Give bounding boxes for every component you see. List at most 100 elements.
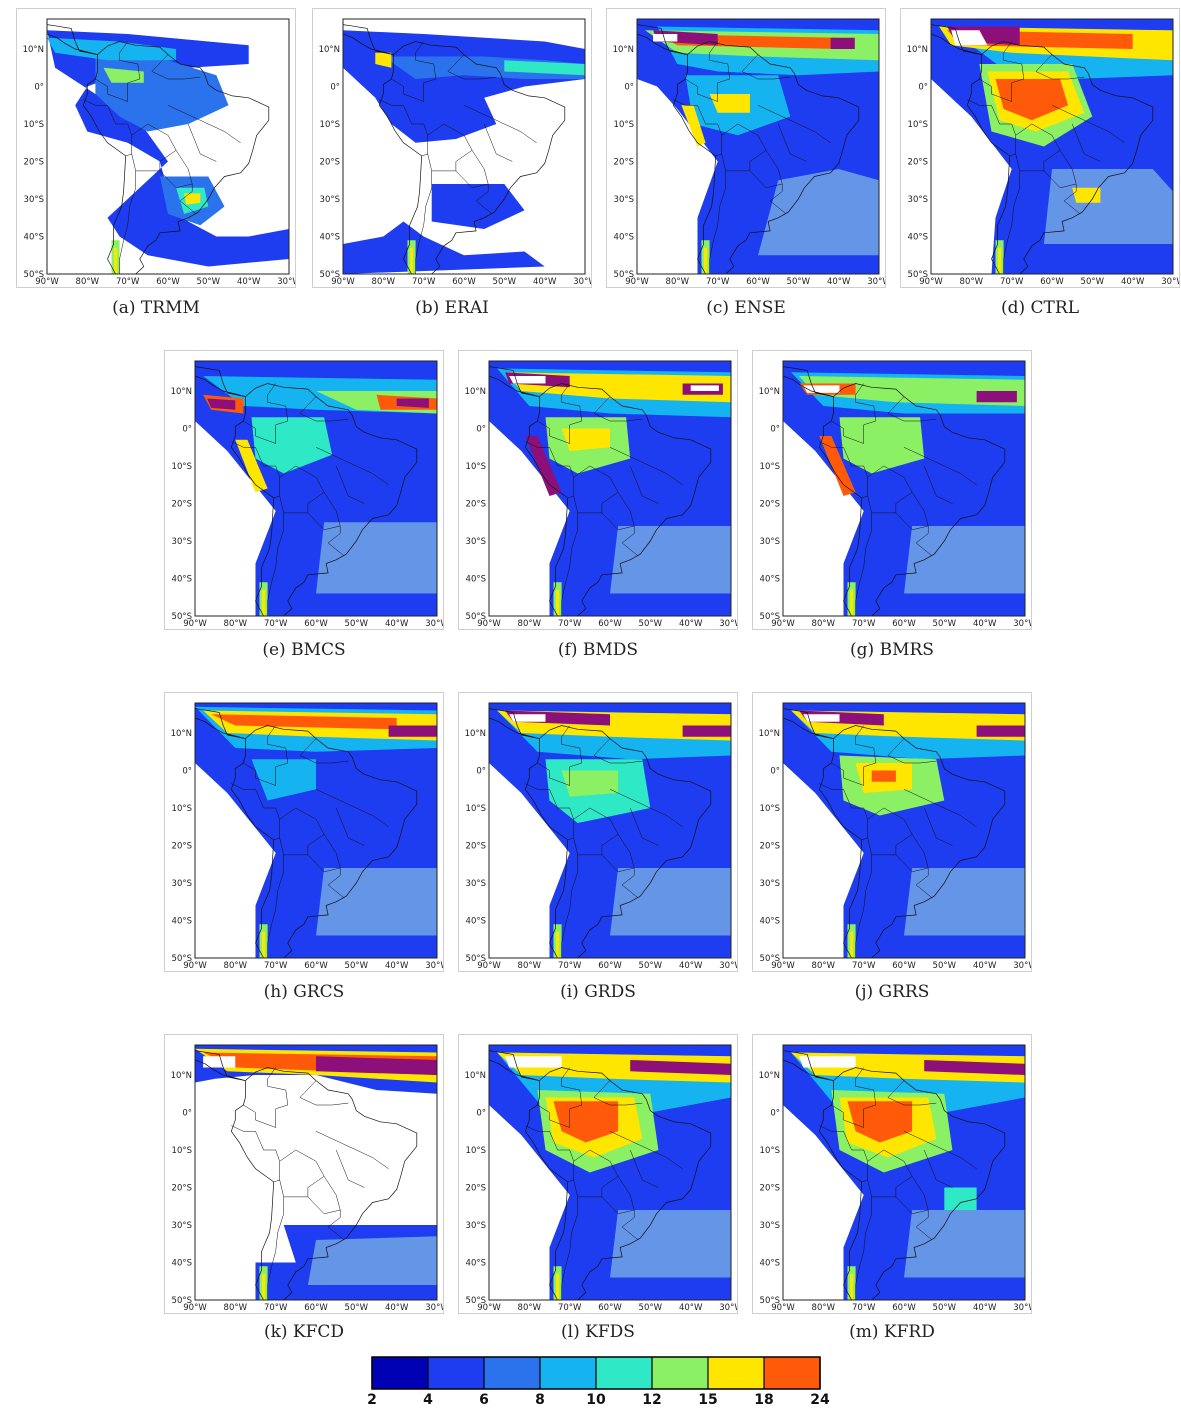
colorbar: 2 4 6 8 10 12 15 18 24 [367, 1356, 830, 1408]
precip-region [758, 169, 879, 256]
lon-tick-label: 30°W [719, 1303, 737, 1313]
coastline [47, 24, 98, 55]
lon-tick-label: 70°W [558, 1303, 582, 1313]
lat-tick-label: 30°S [760, 1221, 780, 1231]
precip-region [375, 52, 392, 68]
country-border [967, 99, 1016, 157]
lat-tick-label: 40°S [908, 233, 928, 243]
lon-tick-label: 50°W [345, 619, 369, 629]
lon-tick-label: 50°W [933, 1303, 957, 1313]
country-border [267, 1067, 289, 1128]
precip-region [307, 1236, 437, 1285]
country-border [593, 396, 643, 422]
lat-tick-label: 0° [330, 83, 340, 93]
precip-region [850, 1273, 854, 1300]
lon-tick-label: 30°W [867, 277, 885, 287]
lon-tick-label: 90°W [477, 1303, 501, 1313]
coastline [783, 366, 834, 397]
country-border [721, 123, 767, 172]
coastline [637, 24, 688, 55]
lon-tick-label: 60°W [156, 277, 180, 287]
lon-tick-label: 50°W [345, 1303, 369, 1313]
precipitation-map: 90°W 80°W 70°W 60°W 50°W 40°W 30°W 10°N 0° 10°S 20… [171, 1044, 443, 1313]
lon-tick-label: 40°W [679, 619, 703, 629]
map-panel-grrs: 90°W 80°W 70°W 60°W 50°W 40°W 30°W 10°N 0° 10°S 20… [752, 692, 1032, 972]
lat-tick-label: 0° [476, 1109, 486, 1119]
precip-region [653, 34, 678, 42]
lat-tick-label: 50°S [320, 270, 340, 280]
coastline [195, 1050, 246, 1081]
lat-tick-label: 50°S [466, 954, 486, 964]
country-border [1003, 41, 1025, 102]
lat-tick-label: 30°S [614, 195, 634, 205]
lon-tick-label: 40°W [679, 1303, 703, 1313]
country-border [335, 1149, 365, 1188]
country-border [867, 465, 913, 514]
lon-tick-label: 30°W [277, 277, 295, 287]
colorbar-swatch [372, 1357, 429, 1389]
precip-region [203, 1056, 236, 1068]
lat-tick-label: 10°N [23, 45, 44, 55]
precip-region [681, 105, 706, 147]
precipitation-map: 90°W 80°W 70°W 60°W 50°W 40°W 30°W 10°N 0° 10°S 20… [613, 18, 885, 287]
precip-region [830, 37, 855, 49]
precip-region [410, 247, 414, 274]
country-border [673, 99, 722, 157]
precip-region [396, 398, 429, 408]
country-border [621, 526, 639, 557]
panel-caption: (m) KFRD [849, 1322, 935, 1342]
lat-tick-label: 40°S [320, 233, 340, 243]
country-border [855, 725, 877, 786]
country-border [447, 54, 497, 80]
coastline [195, 366, 246, 397]
lat-tick-label: 20°S [614, 158, 634, 168]
lat-tick-label: 10°N [465, 729, 486, 739]
country-border [231, 441, 280, 499]
country-border [95, 78, 128, 102]
lat-tick-label: 50°S [760, 612, 780, 622]
country-border [279, 807, 325, 856]
precip-region [1043, 169, 1173, 244]
lon-tick-label: 90°W [183, 1303, 207, 1313]
country-border [819, 1125, 868, 1183]
coastline [966, 41, 1154, 274]
country-border [179, 184, 197, 215]
lat-tick-label: 20°S [466, 1184, 486, 1194]
country-border [267, 854, 284, 958]
precipitation-map: 90°W 80°W 70°W 60°W 50°W 40°W 30°W 10°N 0° 10°S 20… [907, 18, 1179, 287]
country-border [391, 78, 424, 102]
country-border [537, 1104, 570, 1128]
country-border [243, 762, 276, 786]
lon-tick-label: 50°W [787, 277, 811, 287]
lat-tick-label: 0° [182, 425, 192, 435]
precip-region [431, 184, 525, 229]
lon-tick-label: 60°W [304, 1303, 328, 1313]
country-border [609, 447, 683, 486]
lat-tick-label: 40°S [172, 575, 192, 585]
country-border [573, 1149, 619, 1198]
lat-tick-label: 10°N [171, 387, 192, 397]
precip-region [819, 436, 856, 496]
coastline [818, 1067, 1006, 1300]
lat-tick-label: 0° [624, 83, 634, 93]
precip-region [388, 725, 437, 737]
precip-region [799, 1056, 856, 1068]
lon-tick-label: 80°W [518, 619, 542, 629]
coastline [524, 383, 712, 616]
precip-region [343, 221, 545, 274]
country-border [831, 762, 864, 786]
country-border [279, 1149, 325, 1198]
colorbar-swatch [540, 1357, 597, 1389]
lat-tick-label: 0° [34, 83, 44, 93]
coastline [818, 383, 1006, 616]
lat-tick-label: 20°S [172, 1184, 192, 1194]
precip-region [976, 391, 1017, 403]
country-border [923, 1149, 953, 1188]
country-border [1035, 54, 1085, 80]
lon-tick-label: 30°W [1013, 619, 1031, 629]
country-border [593, 738, 643, 764]
lat-tick-label: 10°S [466, 1146, 486, 1156]
precip-region [690, 385, 719, 391]
lat-tick-label: 20°S [760, 500, 780, 510]
panel-caption: (f) BMDS [557, 640, 639, 660]
